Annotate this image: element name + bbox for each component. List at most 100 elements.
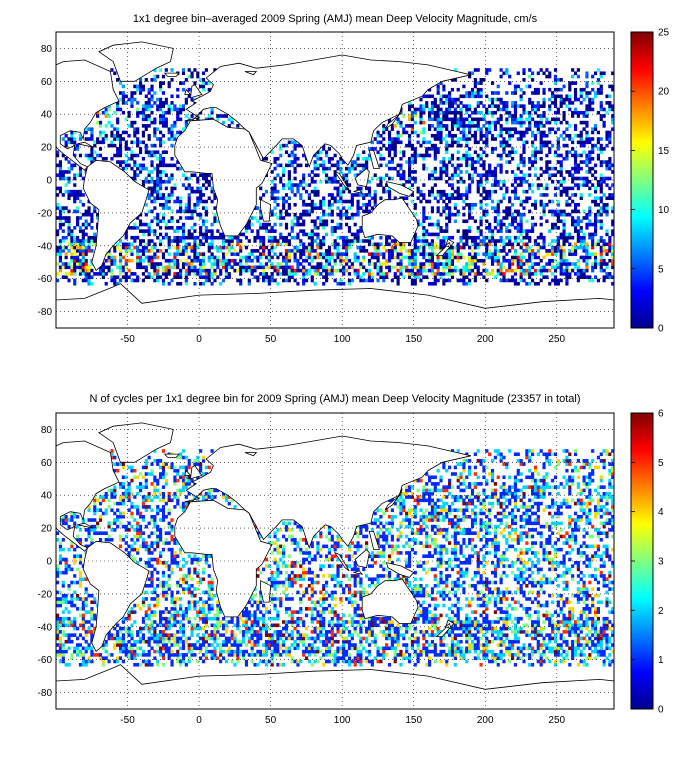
data-bin <box>250 216 254 220</box>
data-bin <box>387 265 392 270</box>
data-bin <box>296 265 300 270</box>
data-bin <box>499 114 503 118</box>
data-bin <box>147 659 151 664</box>
y-tick-label: 40 <box>41 110 53 121</box>
data-bin <box>196 117 200 122</box>
data-bin <box>116 101 120 105</box>
data-bin <box>562 186 566 191</box>
data-bin <box>159 163 163 168</box>
data-bin <box>310 232 314 237</box>
data-bin <box>161 646 166 651</box>
data-bin <box>164 101 168 105</box>
data-bin <box>439 173 443 178</box>
data-bin <box>588 137 592 141</box>
data-bin <box>522 189 526 194</box>
data-bin <box>130 272 134 276</box>
data-bin <box>611 232 615 237</box>
data-bin <box>479 101 483 105</box>
data-bin <box>422 166 426 171</box>
data-bin <box>339 216 343 220</box>
data-bin <box>244 262 249 266</box>
data-bin <box>571 649 575 654</box>
data-bin <box>121 242 125 247</box>
data-bin <box>439 117 443 122</box>
data-bin <box>588 206 592 210</box>
data-bin <box>293 659 297 664</box>
data-bin <box>553 74 558 79</box>
data-bin <box>611 249 615 253</box>
data-bin <box>159 275 163 279</box>
data-bin <box>153 278 157 283</box>
data-bin <box>573 176 578 181</box>
data-bin <box>502 71 506 76</box>
data-bin <box>201 87 206 92</box>
data-bin <box>605 94 609 99</box>
data-bin <box>568 101 572 105</box>
data-bin <box>553 281 558 286</box>
data-bin <box>64 176 68 181</box>
data-bin <box>144 212 148 217</box>
data-bin <box>542 659 546 664</box>
data-bin <box>513 127 518 131</box>
data-bin <box>571 173 575 178</box>
data-bin <box>196 176 200 181</box>
data-bin <box>536 91 540 95</box>
data-bin <box>490 206 495 210</box>
data-bin <box>385 242 389 247</box>
data-bin <box>531 262 535 266</box>
data-bin <box>336 281 340 286</box>
data-bin <box>510 104 515 108</box>
data-bin <box>456 196 460 201</box>
data-bin <box>173 137 177 141</box>
data-bin <box>273 206 277 210</box>
data-bin <box>539 232 543 237</box>
data-bin <box>362 193 366 197</box>
data-bin <box>345 245 349 250</box>
data-bin <box>410 114 414 118</box>
data-bin <box>533 87 538 92</box>
data-bin <box>322 268 326 273</box>
data-bin <box>571 153 575 158</box>
data-bin <box>319 163 323 168</box>
data-bin <box>579 245 583 250</box>
data-bin <box>608 275 612 279</box>
data-bin <box>488 659 492 664</box>
data-bin <box>176 87 180 92</box>
data-bin <box>118 265 123 270</box>
data-bin <box>387 255 392 260</box>
data-bin <box>556 170 560 174</box>
data-bin <box>387 150 392 154</box>
data-bin <box>576 176 580 181</box>
data-bin <box>568 133 572 138</box>
data-bin <box>413 258 417 263</box>
data-bin <box>493 91 497 95</box>
data-bin <box>96 216 100 220</box>
data-bin <box>370 662 374 667</box>
data-bin <box>442 206 446 210</box>
data-bin <box>316 216 320 220</box>
data-bin <box>342 212 346 217</box>
data-bin <box>445 226 449 230</box>
data-bin <box>161 104 166 108</box>
data-bin <box>488 252 492 256</box>
data-bin <box>510 255 515 260</box>
data-bin <box>373 262 377 266</box>
data-bin <box>376 249 380 253</box>
data-bin <box>588 160 592 164</box>
data-bin <box>199 258 203 263</box>
data-bin <box>339 156 343 161</box>
data-bin <box>425 239 429 243</box>
data-bin <box>184 206 188 210</box>
data-bin <box>67 249 71 253</box>
data-bin <box>553 150 558 154</box>
data-bin <box>536 87 540 92</box>
data-bin <box>553 209 558 214</box>
data-bin <box>611 222 615 227</box>
data-bin <box>456 127 460 131</box>
cycles-data-bins <box>56 449 615 667</box>
data-bin <box>161 212 166 217</box>
data-bin <box>591 150 595 154</box>
data-bin <box>468 278 472 283</box>
data-bin <box>585 242 589 247</box>
data-bin <box>173 183 177 187</box>
